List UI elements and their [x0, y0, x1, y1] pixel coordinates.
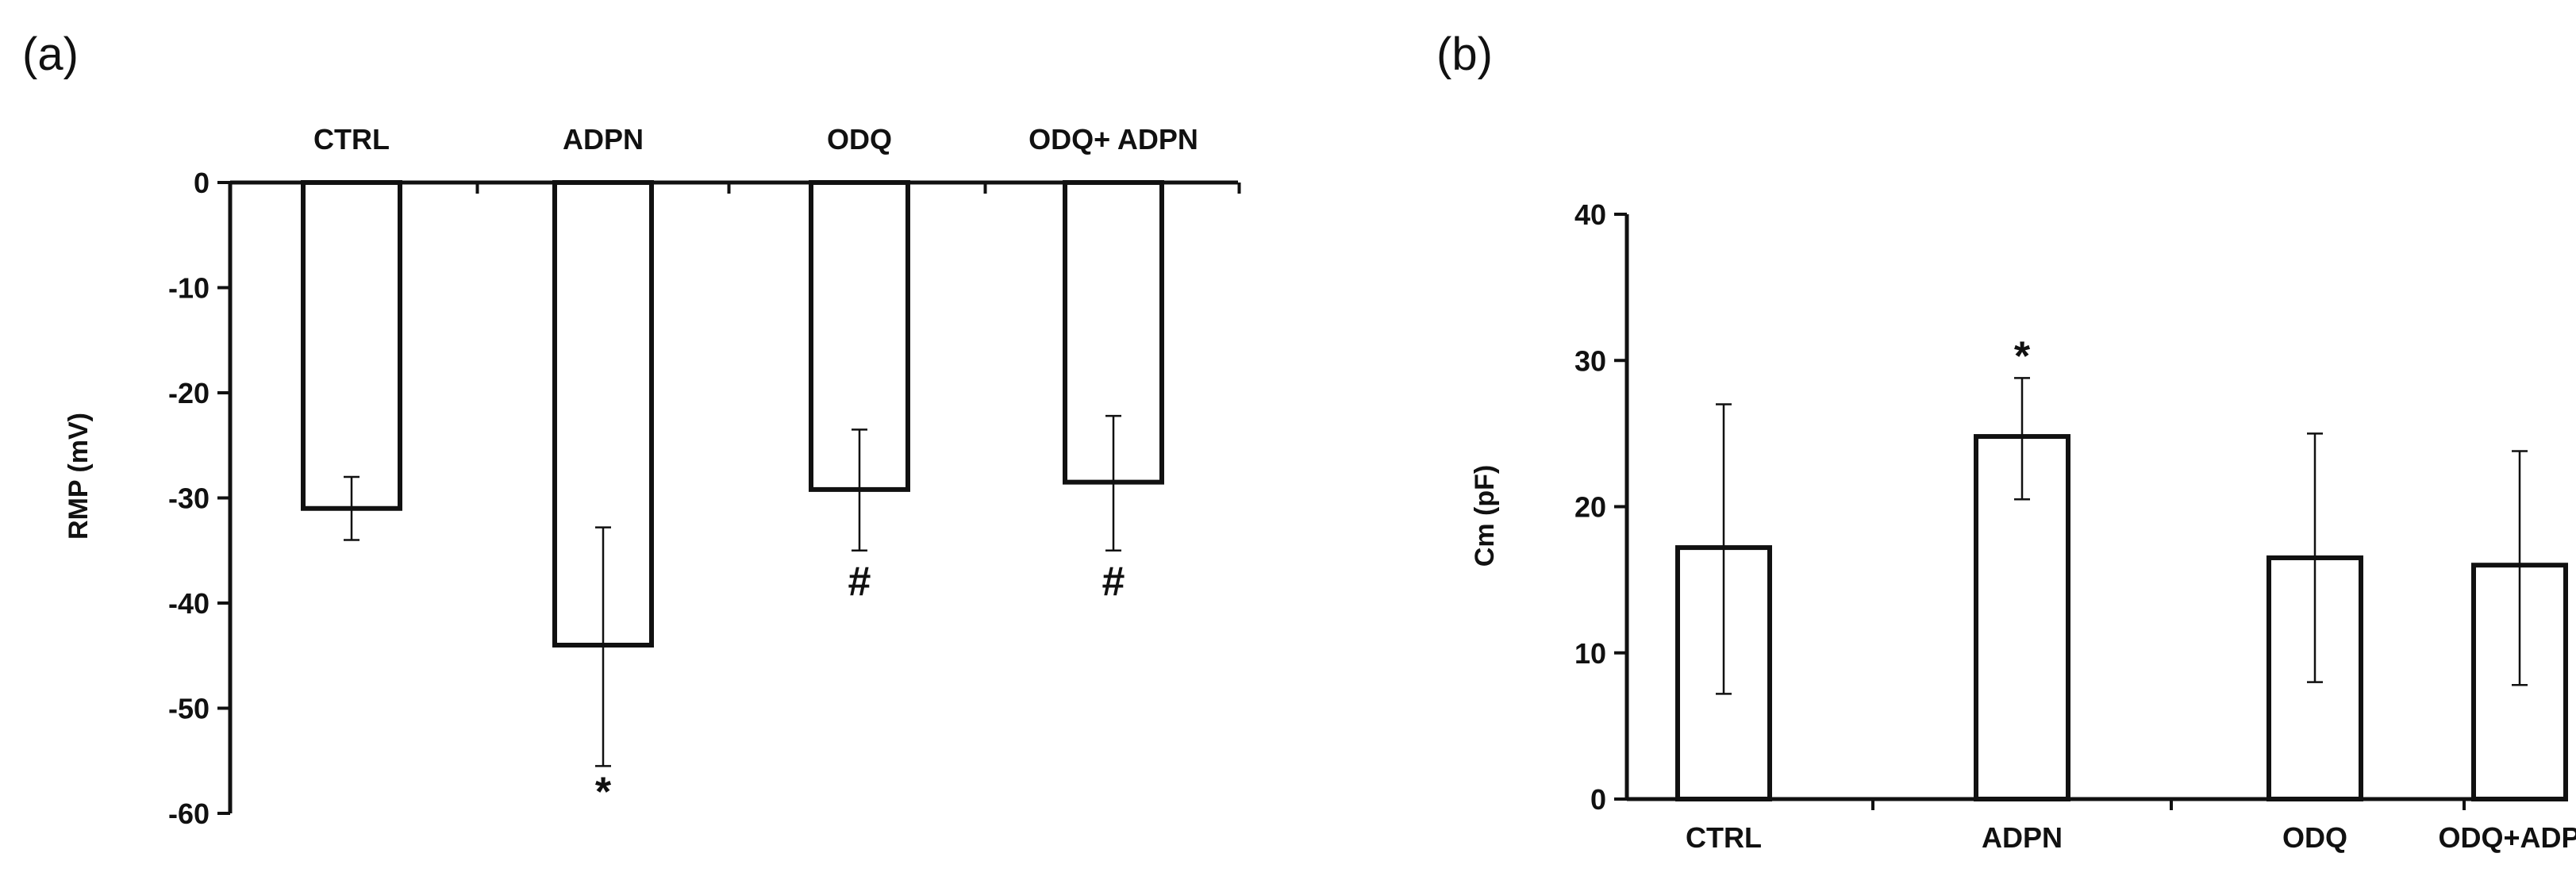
chart-b-y-tick-label: 40 [1574, 198, 1606, 231]
chart-b-y-tick-label: 0 [1590, 783, 1606, 816]
chart-b-y-tick-label: 30 [1574, 344, 1606, 377]
chart-a-y-tick-label: -50 [168, 693, 210, 725]
chart-a-category-label: ODQ+ ADPN [1028, 123, 1198, 156]
chart-a-y-tick-label: -10 [168, 272, 210, 305]
chart-a-y-tick-label: -30 [168, 482, 210, 515]
chart-a-category-label: CTRL [313, 123, 390, 156]
chart-a-significance-mark: * [595, 769, 612, 815]
chart-b-significance-mark: * [2014, 333, 2031, 379]
chart-b-panel-label: (b) [1436, 29, 1493, 80]
chart-b-cm: (b) Cm (pF) 0 10 20 30 40 CTRL * ADPN ODQ ODQ+ADP… [1436, 29, 2576, 854]
chart-a-y-axis-title: RMP (mV) [63, 413, 94, 540]
chart-a-significance-mark: # [848, 559, 871, 605]
chart-b-category-label: ADPN [1982, 821, 2063, 854]
chart-a-category-label: ADPN [563, 123, 644, 156]
chart-b-y-tick-label: 20 [1574, 491, 1606, 524]
chart-a-bar [301, 180, 402, 511]
chart-b-category-label: CTRL [1686, 821, 1762, 854]
chart-a-category-label: ODQ [827, 123, 892, 156]
chart-a-rmp: (a) RMP (mV) 0 -10 -20 -30 -40 -50 -60 CTRL * ADP… [22, 29, 1241, 830]
chart-b-y-tick-label: 10 [1574, 637, 1606, 670]
chart-a-y-tick-label: -20 [168, 377, 210, 409]
chart-a-y-tick-label: -60 [168, 797, 210, 830]
chart-b-category-label: ODQ+ADPN [2438, 821, 2576, 854]
chart-a-significance-mark: # [1102, 559, 1125, 605]
chart-a-panel-label: (a) [22, 29, 79, 80]
chart-b-category-label: ODQ [2282, 821, 2347, 854]
chart-a-y-tick-label: -40 [168, 587, 210, 620]
chart-b-y-axis-title: Cm (pF) [1470, 465, 1500, 567]
chart-a-y-tick-label: 0 [194, 167, 210, 199]
